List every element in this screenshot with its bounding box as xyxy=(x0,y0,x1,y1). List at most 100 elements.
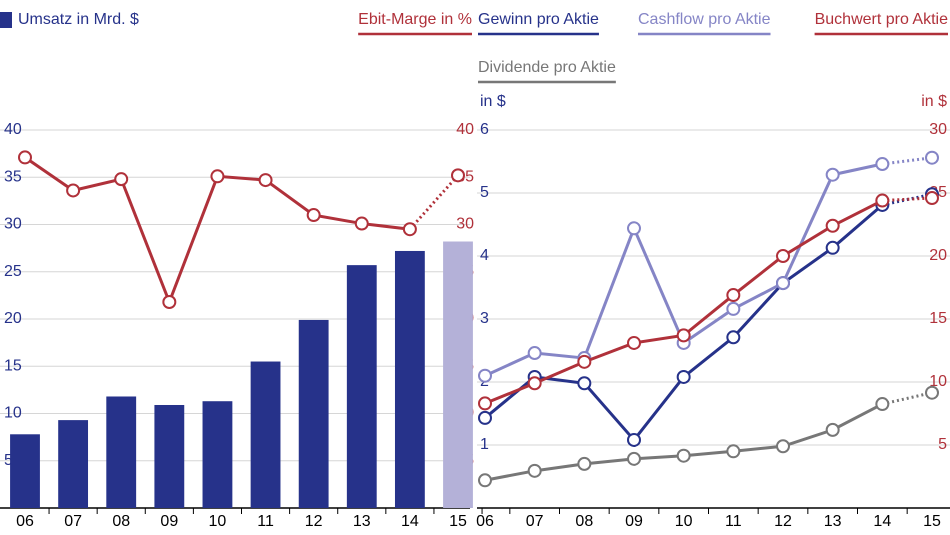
line-marker xyxy=(478,410,492,425)
y-tick-label: 4 xyxy=(480,247,489,264)
line-marker xyxy=(478,473,492,488)
line-marker xyxy=(925,191,939,206)
bar xyxy=(154,404,185,508)
forecast-line xyxy=(882,192,933,207)
x-tick-label: 11 xyxy=(257,513,274,530)
y-tick-label: 20 xyxy=(929,247,947,264)
line-marker xyxy=(925,150,939,165)
line-marker xyxy=(627,335,641,350)
x-tick-label: 11 xyxy=(725,513,742,530)
y-tick-label: 15 xyxy=(4,357,22,374)
line-marker xyxy=(527,463,542,478)
x-tick-label: 08 xyxy=(112,513,130,530)
line-marker xyxy=(577,376,592,391)
y-tick-label: 30 xyxy=(456,216,474,233)
y-tick-label: 5 xyxy=(4,452,13,469)
y-axis-label: in $ xyxy=(480,93,506,110)
y-tick-label: 6 xyxy=(480,121,489,138)
line-marker xyxy=(627,432,641,447)
y-tick-label: 5 xyxy=(480,184,489,201)
line-marker xyxy=(875,397,890,412)
y-tick-label: 10 xyxy=(4,405,22,422)
line-marker xyxy=(726,301,741,316)
legend-swatch xyxy=(0,12,12,28)
y-tick-label: 30 xyxy=(4,216,22,233)
bar xyxy=(443,241,473,508)
line-marker xyxy=(18,150,32,165)
legend-label: Cashflow pro Aktie xyxy=(638,11,771,28)
y-tick-label: 25 xyxy=(4,263,22,280)
x-tick-label: 14 xyxy=(401,513,419,530)
line-marker xyxy=(676,369,691,384)
line-marker xyxy=(527,346,542,361)
line-marker xyxy=(210,169,225,184)
line-marker xyxy=(676,328,691,343)
line-marker xyxy=(925,385,939,400)
y-tick-label: 20 xyxy=(4,310,22,327)
y-tick-label: 1 xyxy=(480,436,489,453)
bar xyxy=(58,420,89,508)
legend-label: Ebit-Marge in % xyxy=(358,11,472,28)
line xyxy=(484,203,884,443)
line-marker xyxy=(627,221,641,236)
line-marker xyxy=(726,444,741,459)
y-tick-label: 5 xyxy=(938,436,947,453)
bar xyxy=(250,361,281,508)
bar xyxy=(106,396,137,508)
bar xyxy=(298,319,329,508)
y-tick-label: 15 xyxy=(929,310,947,327)
line-marker xyxy=(451,168,465,183)
line-marker xyxy=(776,276,790,291)
forecast-line xyxy=(882,156,933,166)
line-marker xyxy=(875,193,890,208)
line-marker xyxy=(627,451,641,466)
line-marker xyxy=(258,173,273,188)
line-marker xyxy=(825,167,840,182)
forecast-line xyxy=(408,174,460,231)
y-tick-label: 35 xyxy=(4,168,22,185)
bar xyxy=(202,401,233,508)
x-tick-label: 12 xyxy=(774,513,792,530)
line xyxy=(484,402,884,482)
legend-label: Gewinn pro Aktie xyxy=(478,11,599,28)
line-marker xyxy=(577,354,592,369)
x-tick-label: 09 xyxy=(160,513,178,530)
line-marker xyxy=(402,222,417,237)
x-tick-label: 09 xyxy=(625,513,643,530)
line-marker xyxy=(478,368,492,383)
y-tick-label: 40 xyxy=(4,121,22,138)
forecast-line xyxy=(882,196,933,203)
line-marker xyxy=(676,448,691,463)
x-tick-label: 15 xyxy=(449,513,467,530)
line-marker xyxy=(776,249,790,263)
line-marker xyxy=(306,208,321,223)
line-marker xyxy=(66,183,81,198)
x-tick-label: 10 xyxy=(209,513,227,530)
y-tick-label: 40 xyxy=(456,121,474,138)
x-tick-label: 12 xyxy=(305,513,323,530)
bar xyxy=(394,250,425,508)
x-tick-label: 07 xyxy=(526,513,544,530)
line-marker xyxy=(726,288,741,303)
line-marker xyxy=(162,294,177,309)
line-marker xyxy=(726,330,741,345)
legend-label: Dividende pro Aktie xyxy=(478,59,616,76)
x-tick-label: 15 xyxy=(923,513,941,530)
line-marker xyxy=(114,172,129,187)
line-marker xyxy=(478,396,492,411)
line-marker xyxy=(354,216,369,231)
x-tick-label: 07 xyxy=(64,513,82,530)
line-marker xyxy=(825,240,840,255)
bar xyxy=(10,434,40,508)
line-marker xyxy=(527,376,542,391)
legend-label: Buchwert pro Aktie xyxy=(815,11,949,28)
x-tick-label: 13 xyxy=(353,513,371,530)
x-tick-label: 08 xyxy=(575,513,593,530)
forecast-line xyxy=(881,391,933,406)
line-marker xyxy=(875,157,890,172)
x-tick-label: 14 xyxy=(873,513,891,530)
line-marker xyxy=(577,456,592,471)
x-tick-label: 10 xyxy=(675,513,693,530)
y-tick-label: 3 xyxy=(480,310,489,327)
line-marker xyxy=(825,218,840,233)
